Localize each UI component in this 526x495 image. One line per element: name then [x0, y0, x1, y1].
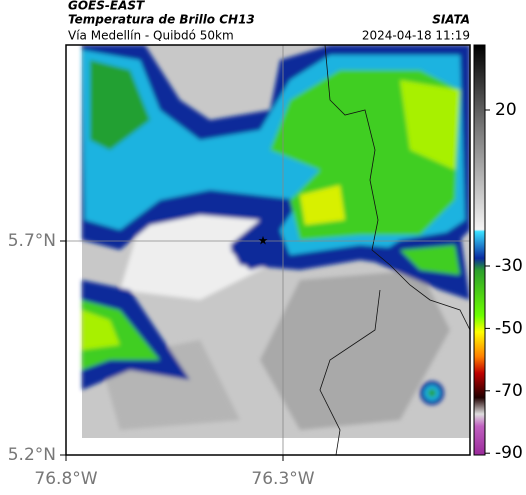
map-frame: [65, 44, 471, 456]
region: Vía Medellín - Quibdó 50km: [68, 29, 234, 43]
svg-text:★: ★: [258, 234, 269, 248]
lat-label: 5.7°N: [8, 231, 56, 251]
lon-label: 76.3°W: [251, 469, 314, 489]
colorbar-tick-label: -70: [495, 381, 523, 401]
colorbar-tick-label: 20: [495, 100, 517, 120]
colorbar-tick-label: -90: [495, 443, 523, 463]
satellite: GOES-EAST: [68, 0, 145, 13]
source: SIATA: [432, 13, 470, 27]
map-image: ★: [66, 45, 470, 455]
product: Temperatura de Brillo CH13: [68, 13, 255, 27]
lat-label: 5.2°N: [8, 445, 56, 465]
lon-label: 76.8°W: [34, 469, 97, 489]
colorbar: [473, 44, 486, 456]
colorbar-tick-label: -30: [495, 256, 523, 276]
datetime: 2024-04-18 11:19: [362, 29, 470, 43]
colorbar-tick-label: -50: [495, 318, 523, 338]
